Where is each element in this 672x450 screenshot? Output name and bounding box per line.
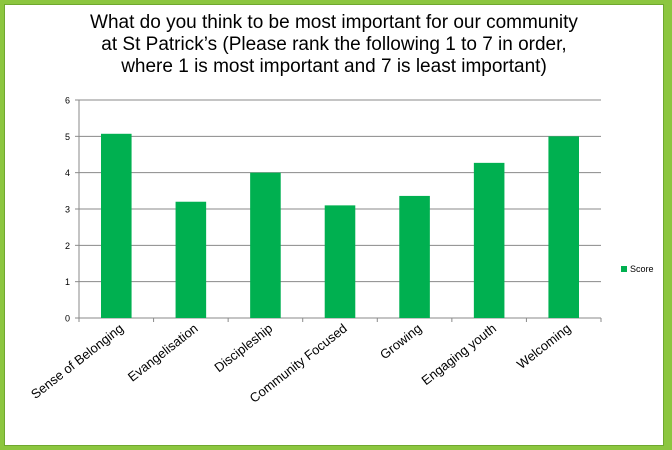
x-tick-label: Welcoming — [514, 321, 574, 372]
bar-welcoming — [548, 136, 580, 318]
y-tick-label: 2 — [65, 241, 70, 251]
x-tick-label: Engaging youth — [419, 321, 499, 388]
chart-frame: What do you think to be most important f… — [4, 4, 664, 446]
y-tick-label: 4 — [65, 168, 70, 178]
y-tick-label: 6 — [65, 96, 70, 106]
x-tick-label: Sense of Belonging — [28, 321, 126, 402]
x-tick-label: Discipleship — [211, 321, 275, 376]
y-tick-label: 5 — [65, 132, 70, 142]
x-tick-label: Growing — [377, 321, 424, 363]
bar-engaging-youth — [473, 162, 505, 318]
legend-swatch — [621, 266, 627, 272]
chart-title-line-2: at St Patrick’s (Please rank the followi… — [101, 34, 567, 55]
chart-title: What do you think to be most important f… — [5, 12, 663, 78]
y-tick-label: 3 — [65, 205, 70, 215]
y-tick-label: 1 — [65, 277, 70, 287]
x-tick-label: Evangelisation — [125, 321, 201, 385]
bar-discipleship — [250, 172, 281, 318]
bar-community-focused — [324, 205, 356, 318]
y-tick-label: 0 — [65, 314, 70, 324]
bar-evangelisation — [175, 201, 207, 318]
bar-growing — [399, 195, 430, 318]
chart-title-line-1: What do you think to be most important f… — [90, 12, 578, 33]
bar-sense-of-belonging — [100, 133, 132, 318]
chart-title-line-3: where 1 is most important and 7 is least… — [121, 56, 547, 77]
legend-label: Score — [630, 264, 654, 274]
